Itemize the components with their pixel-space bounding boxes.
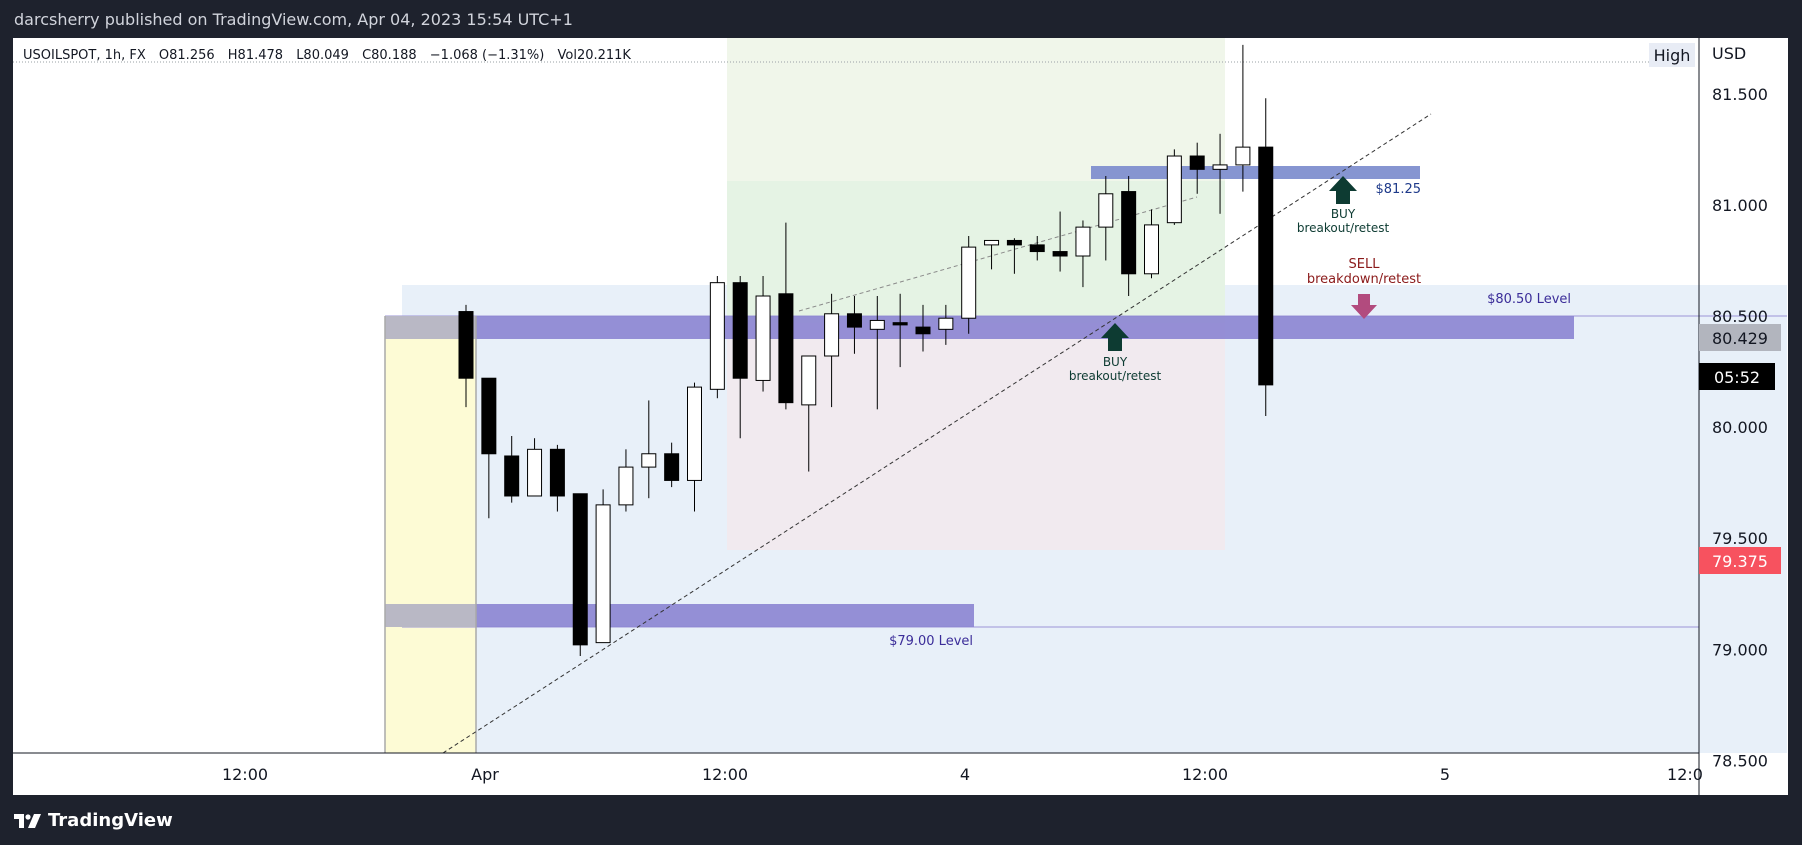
zone-8125[interactable] <box>1091 166 1420 179</box>
zone-left-overlay-top <box>385 316 476 339</box>
price-axis-ticks: 81.500 81.000 80.500 80.000 79.500 79.000 78.5… <box>1712 85 1768 771</box>
candle-bullish[interactable] <box>1212 164 1228 170</box>
legend-low: L80.049 <box>296 48 349 63</box>
buy1-line2: breakout/retest <box>1069 369 1162 383</box>
time-tick-label: 12:00 <box>222 765 268 784</box>
session-highlight <box>385 316 476 753</box>
candle-bullish[interactable] <box>527 448 543 497</box>
current-price-label-bg <box>1699 324 1781 351</box>
candle-bearish[interactable] <box>481 377 497 455</box>
high-button[interactable]: High <box>1654 46 1691 65</box>
candle-bearish[interactable] <box>458 311 474 379</box>
candle-bullish[interactable] <box>984 239 1000 246</box>
publish-header: darcsherry published on TradingView.com,… <box>0 0 1802 40</box>
chart-canvas[interactable]: BUY breakout/retest BUY breakout/retest … <box>13 38 1788 795</box>
zone-8050[interactable] <box>385 316 1574 339</box>
ohlc-legend: USOILSPOT, 1h, FX O81.256 H81.478 L80.04… <box>23 48 631 63</box>
candle-bullish[interactable] <box>687 386 702 481</box>
buy1-line1: BUY <box>1103 355 1128 369</box>
candle-bullish[interactable] <box>755 295 771 381</box>
price-tick-label: 80.500 <box>1712 307 1768 326</box>
current-price-label: 80.429 <box>1712 329 1768 348</box>
candle-bullish[interactable] <box>801 355 817 406</box>
tradingview-logo-icon <box>14 813 41 828</box>
candle-bearish[interactable] <box>846 313 862 328</box>
candle-bearish[interactable] <box>1052 251 1068 257</box>
candle-bearish[interactable] <box>1258 146 1274 386</box>
price-tick-label: 81.000 <box>1712 196 1768 215</box>
candles-layer <box>458 44 1274 656</box>
sell-line2: breakdown/retest <box>1307 272 1421 287</box>
candle-bearish[interactable] <box>549 448 565 497</box>
candle-bearish[interactable] <box>1121 191 1137 275</box>
candle-bearish[interactable] <box>1029 244 1045 253</box>
legend-close: C80.188 <box>362 48 417 63</box>
level-label-8125: $81.25 <box>1376 182 1422 197</box>
countdown-label: 05:52 <box>1714 368 1760 387</box>
level-label-8050: $80.50 Level <box>1487 292 1571 307</box>
sell-arrow <box>1351 294 1377 319</box>
candle-bearish[interactable] <box>504 455 520 497</box>
candle-bullish[interactable] <box>1144 224 1159 275</box>
time-axis-ticks: 12:00 Apr 12:00 4 12:00 5 12:0 <box>222 765 1703 784</box>
buy-arrow-2 <box>1329 176 1357 204</box>
low-marker-label: 79.375 <box>1712 552 1768 571</box>
candle-bullish[interactable] <box>709 282 725 390</box>
price-tick-label: 81.500 <box>1712 85 1768 104</box>
time-tick-label: 12:00 <box>1182 765 1228 784</box>
candle-bullish[interactable] <box>641 453 657 468</box>
candle-bearish[interactable] <box>778 293 794 404</box>
candle-bearish[interactable] <box>664 453 680 481</box>
buy2-line1: BUY <box>1331 207 1356 221</box>
candle-bullish[interactable] <box>618 466 634 506</box>
footer: TradingView <box>0 795 1802 845</box>
price-tick-label: 80.000 <box>1712 418 1768 437</box>
time-tick-label: 4 <box>960 765 970 784</box>
candle-bearish[interactable] <box>1189 155 1205 170</box>
candle-bullish[interactable] <box>1166 155 1182 224</box>
candle-bullish[interactable] <box>869 319 885 330</box>
legend-volume: Vol20.211K <box>558 48 632 63</box>
zone-7900[interactable] <box>385 604 974 627</box>
candle-bullish[interactable] <box>1075 226 1091 257</box>
candle-bullish[interactable] <box>1098 193 1114 228</box>
time-tick-label: Apr <box>471 765 499 784</box>
countdown-label-bg <box>1699 363 1775 390</box>
candle-bearish[interactable] <box>732 282 748 379</box>
chart-frame[interactable]: BUY breakout/retest BUY breakout/retest … <box>13 38 1788 795</box>
sell-line1: SELL <box>1349 257 1381 272</box>
time-tick-label: 12:0 <box>1667 765 1703 784</box>
candle-bearish[interactable] <box>892 322 908 326</box>
buy-arrow-1 <box>1101 323 1129 351</box>
price-tick-label: 78.500 <box>1712 751 1768 770</box>
candle-bearish[interactable] <box>572 493 588 646</box>
legend-high: H81.478 <box>228 48 283 63</box>
candle-bearish[interactable] <box>1006 239 1022 246</box>
candle-bullish[interactable] <box>1235 146 1251 166</box>
candle-bearish[interactable] <box>915 326 931 335</box>
buy2-line2: breakout/retest <box>1297 221 1390 235</box>
candle-bullish[interactable] <box>938 317 954 330</box>
tradingview-logo[interactable]: TradingView <box>14 810 173 831</box>
time-tick-label: 12:00 <box>702 765 748 784</box>
high-button-bg[interactable] <box>1649 43 1695 67</box>
time-tick-label: 5 <box>1440 765 1450 784</box>
candle-bullish[interactable] <box>961 246 977 319</box>
level-label-7900: $79.00 Level <box>889 634 973 649</box>
candle-bullish[interactable] <box>595 504 611 644</box>
price-tick-label: 79.500 <box>1712 529 1768 548</box>
legend-change: −1.068 (−1.31%) <box>430 48 545 63</box>
candle-bullish[interactable] <box>824 313 840 357</box>
brand-name: TradingView <box>48 810 173 831</box>
currency-label: USD <box>1712 44 1746 63</box>
publisher-text: darcsherry published on TradingView.com,… <box>14 10 573 29</box>
low-marker-label-bg <box>1699 547 1781 574</box>
legend-open: O81.256 <box>159 48 215 63</box>
price-tick-label: 79.000 <box>1712 640 1768 659</box>
legend-symbol: USOILSPOT, 1h, FX <box>23 48 146 63</box>
zone-left-overlay-bottom <box>385 604 476 627</box>
